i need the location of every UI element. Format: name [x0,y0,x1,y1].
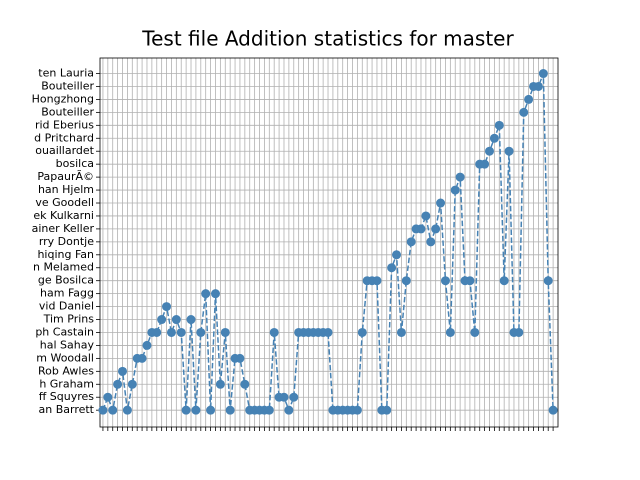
point [103,392,113,402]
point [382,405,392,415]
point [465,276,475,286]
point [284,405,294,415]
point [162,302,172,312]
y-tick-label: hal Sahay [40,338,95,351]
point [118,366,128,376]
y-tick-label: Hongzhong [32,92,94,105]
y-tick-label: h Graham [39,377,94,390]
point [186,315,196,325]
point [387,263,397,273]
y-tick-label: n Melamed [33,261,94,274]
y-tick-label: rid Eberius [35,118,94,131]
point [543,276,553,286]
point [108,405,118,415]
point [440,276,450,286]
point [431,224,441,234]
point [548,405,558,415]
y-tick-label: rry Dontje [39,235,94,248]
point [240,379,250,389]
point [122,405,132,415]
point [426,237,436,247]
point [206,405,216,415]
point [113,379,123,389]
point [137,353,147,363]
series-line [102,73,554,413]
point [142,340,152,350]
point [396,327,406,337]
point [279,392,289,402]
point [504,146,514,156]
point [421,211,431,221]
point [166,327,176,337]
point [372,276,382,286]
point [289,392,299,402]
y-tick-label: ph Castain [35,325,94,338]
point [171,315,181,325]
point [499,276,509,286]
point [176,327,186,337]
point [484,146,494,156]
y-tick-label: m Woodall [36,351,94,364]
y-tick-label: Rob Awles [38,364,94,377]
point [401,276,411,286]
y-tick-label: ten Lauria [38,67,94,80]
point [406,237,416,247]
point [450,185,460,195]
y-tick-label: bosilca [56,157,94,170]
point [98,405,108,415]
point [220,327,230,337]
point [181,405,191,415]
point [494,120,504,130]
point [489,133,499,143]
point [235,353,245,363]
y-tick-label: ham Fagg [40,287,94,300]
y-tick-label: vid Daniel [39,300,94,313]
y-tick-label: han Hjelm [38,183,94,196]
y-tick-label: Bouteiller [41,79,94,92]
y-tick-label: PapaurÃ© [37,170,94,183]
point [416,224,426,234]
y-tick-label: Tim Prins [43,313,95,326]
point [470,327,480,337]
point [392,250,402,260]
point [524,94,534,104]
point [357,327,367,337]
point [157,315,167,325]
point [445,327,455,337]
y-tick-label: ek Kulkarni [33,209,94,222]
y-tick-label: ge Bosilca [38,274,94,287]
point [210,289,220,299]
point [514,327,524,337]
point [455,172,465,182]
point [323,327,333,337]
point [225,405,235,415]
point [127,379,137,389]
point [436,198,446,208]
point [152,327,162,337]
y-tick-label: ouaillardet [35,144,94,157]
point [533,81,543,91]
y-tick-label: ainer Keller [32,222,95,235]
point [352,405,362,415]
point [201,289,211,299]
y-tick-label: ff Squyres [39,390,95,403]
y-tick-label: hiqing Fan [37,248,94,261]
point [480,159,490,169]
point [269,327,279,337]
point [519,107,529,117]
y-tick-label: an Barrett [39,403,95,416]
chart-title: Test file Addition statistics for master [141,27,514,51]
y-tick-label: d Pritchard [34,131,94,144]
point [191,405,201,415]
point [215,379,225,389]
point [264,405,274,415]
y-tick-label: ve Goodell [35,196,94,209]
plot-frame [99,57,559,428]
y-tick-label: Bouteiller [41,105,94,118]
point [538,69,548,79]
point [196,327,206,337]
